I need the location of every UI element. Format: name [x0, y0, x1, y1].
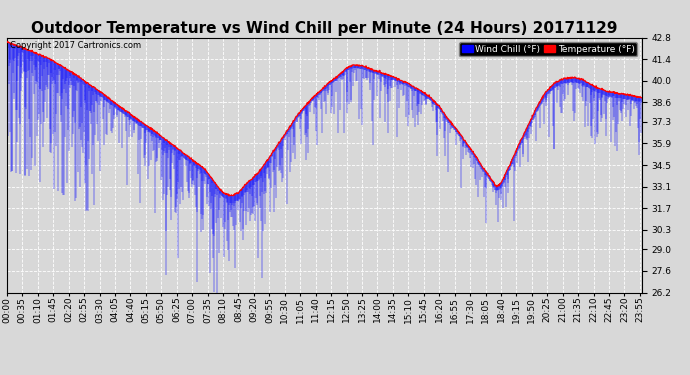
Text: Copyright 2017 Cartronics.com: Copyright 2017 Cartronics.com — [10, 41, 141, 50]
Title: Outdoor Temperature vs Wind Chill per Minute (24 Hours) 20171129: Outdoor Temperature vs Wind Chill per Mi… — [31, 21, 618, 36]
Legend: Wind Chill (°F), Temperature (°F): Wind Chill (°F), Temperature (°F) — [460, 42, 637, 56]
